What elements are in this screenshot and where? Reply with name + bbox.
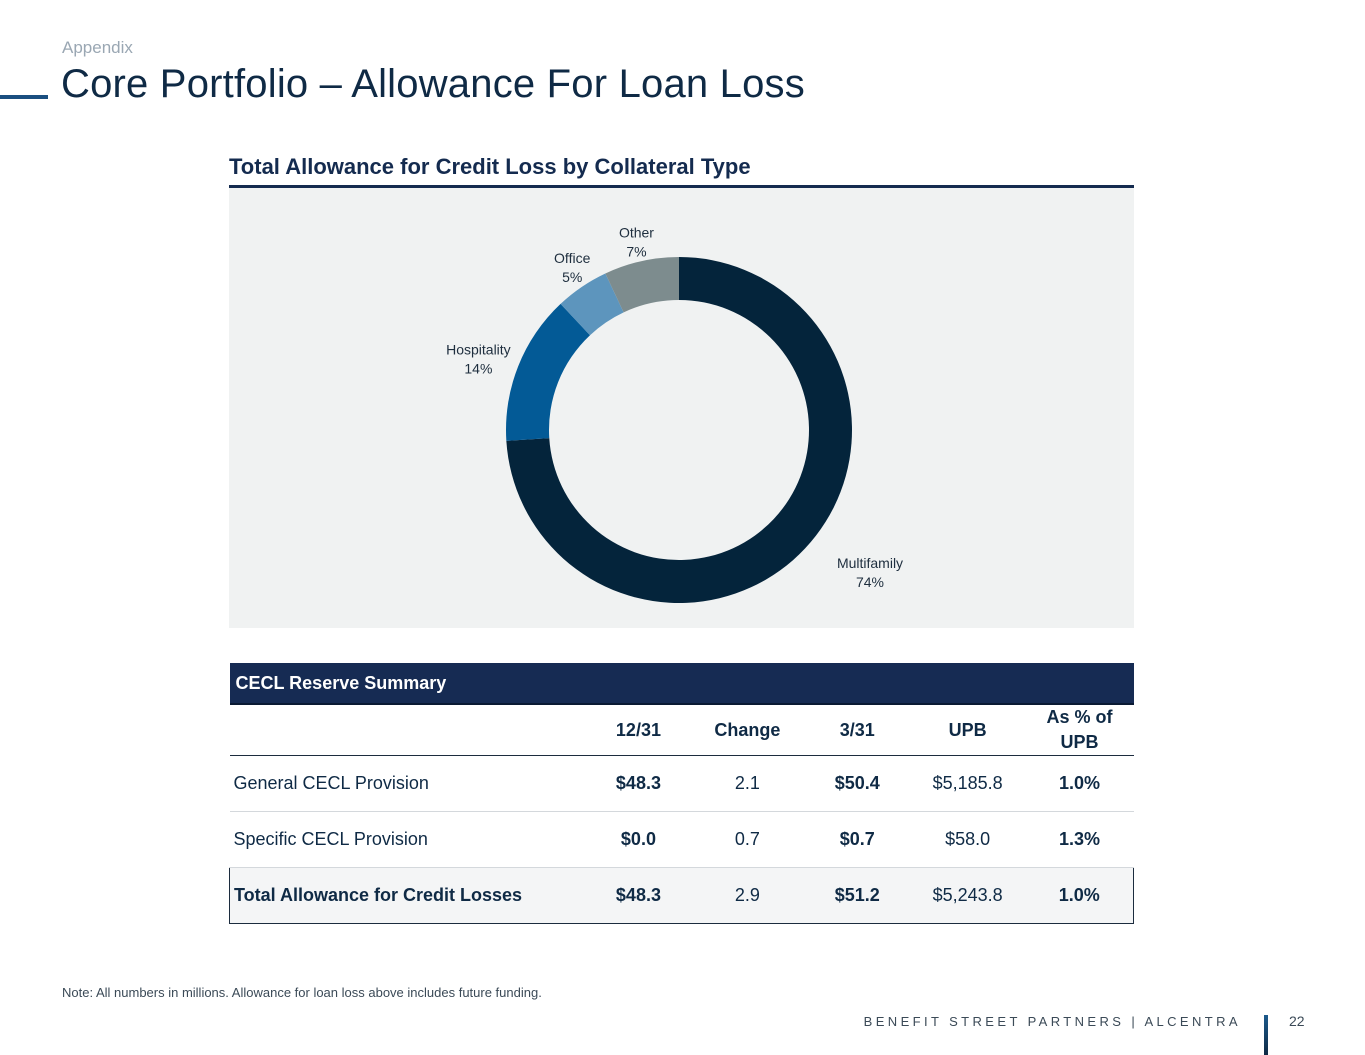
donut-label-other: Other	[619, 225, 654, 241]
section-label: Appendix	[62, 38, 133, 57]
chart-panel: Multifamily 74% Hospitality 14% Office 5% Othe…	[229, 188, 1134, 628]
total-label: Total Allowance for Credit Losses	[229, 867, 587, 924]
table-title: CECL Reserve Summary	[229, 663, 1134, 705]
donut-label-hospitality: Hospitality	[446, 342, 511, 358]
table-row: Specific CECL Provision $0.0 0.7 $0.7 $5…	[229, 811, 1134, 868]
total-331: $51.2	[804, 867, 910, 924]
cell-pct: 1.3%	[1025, 811, 1134, 868]
page-title: Core Portfolio – Allowance For Loan Loss	[61, 62, 805, 106]
total-1231: $48.3	[587, 867, 690, 924]
donut-label-multifamily: Multifamily	[837, 555, 903, 571]
total-row: Total Allowance for Credit Losses $48.3 …	[229, 867, 1134, 924]
cell-1231: $48.3	[587, 755, 690, 812]
donut-slice-office	[560, 273, 624, 336]
row-label: Specific CECL Provision	[229, 811, 587, 868]
row-label: General CECL Provision	[229, 755, 587, 812]
chart-title: Total Allowance for Credit Loss by Colla…	[229, 154, 751, 179]
donut-value-multifamily: 74%	[856, 574, 884, 590]
donut-label-office: Office	[554, 250, 591, 266]
column-header-change: Change	[689, 704, 805, 756]
column-header-1231: 12/31	[587, 704, 690, 756]
cell-1231: $0.0	[587, 811, 690, 868]
donut-slice-hospitality	[506, 303, 591, 441]
total-change: 2.9	[689, 867, 805, 924]
donut-slice-other	[605, 257, 679, 313]
table-row: General CECL Provision $48.3 2.1 $50.4 $…	[229, 755, 1134, 812]
total-upb: $5,243.8	[909, 867, 1026, 924]
cell-331: $50.4	[804, 755, 910, 812]
column-header-blank	[229, 704, 587, 756]
column-header-331: 3/31	[804, 704, 910, 756]
title-accent-line	[0, 95, 48, 99]
cell-change: 2.1	[689, 755, 805, 812]
brand-wordmark: BENEFIT STREET PARTNERS | ALCENTRA	[863, 1014, 1241, 1029]
column-header-upb: UPB	[909, 704, 1026, 756]
chart-title-rule	[229, 185, 1134, 188]
column-header-row: 12/31 Change 3/31 UPB As % of UPB	[229, 704, 1134, 756]
cell-upb: $58.0	[909, 811, 1026, 868]
cell-upb: $5,185.8	[909, 755, 1026, 812]
cell-331: $0.7	[804, 811, 910, 868]
donut-value-office: 5%	[562, 269, 582, 285]
page-number: 22	[1289, 1013, 1305, 1029]
footnote: Note: All numbers in millions. Allowance…	[62, 985, 542, 1000]
donut-value-other: 7%	[626, 244, 646, 260]
cell-change: 0.7	[689, 811, 805, 868]
donut-value-hospitality: 14%	[464, 361, 492, 377]
column-header-pct-upb: As % of UPB	[1025, 704, 1134, 756]
cell-pct: 1.0%	[1025, 755, 1134, 812]
donut-chart: Multifamily 74% Hospitality 14% Office 5% Othe…	[446, 225, 903, 603]
brand-accent-bar	[1264, 1015, 1268, 1055]
table-title-row: CECL Reserve Summary	[229, 663, 1134, 705]
cecl-reserve-table: CECL Reserve Summary 12/31 Change 3/31 U…	[229, 663, 1134, 924]
total-pct: 1.0%	[1025, 867, 1134, 924]
